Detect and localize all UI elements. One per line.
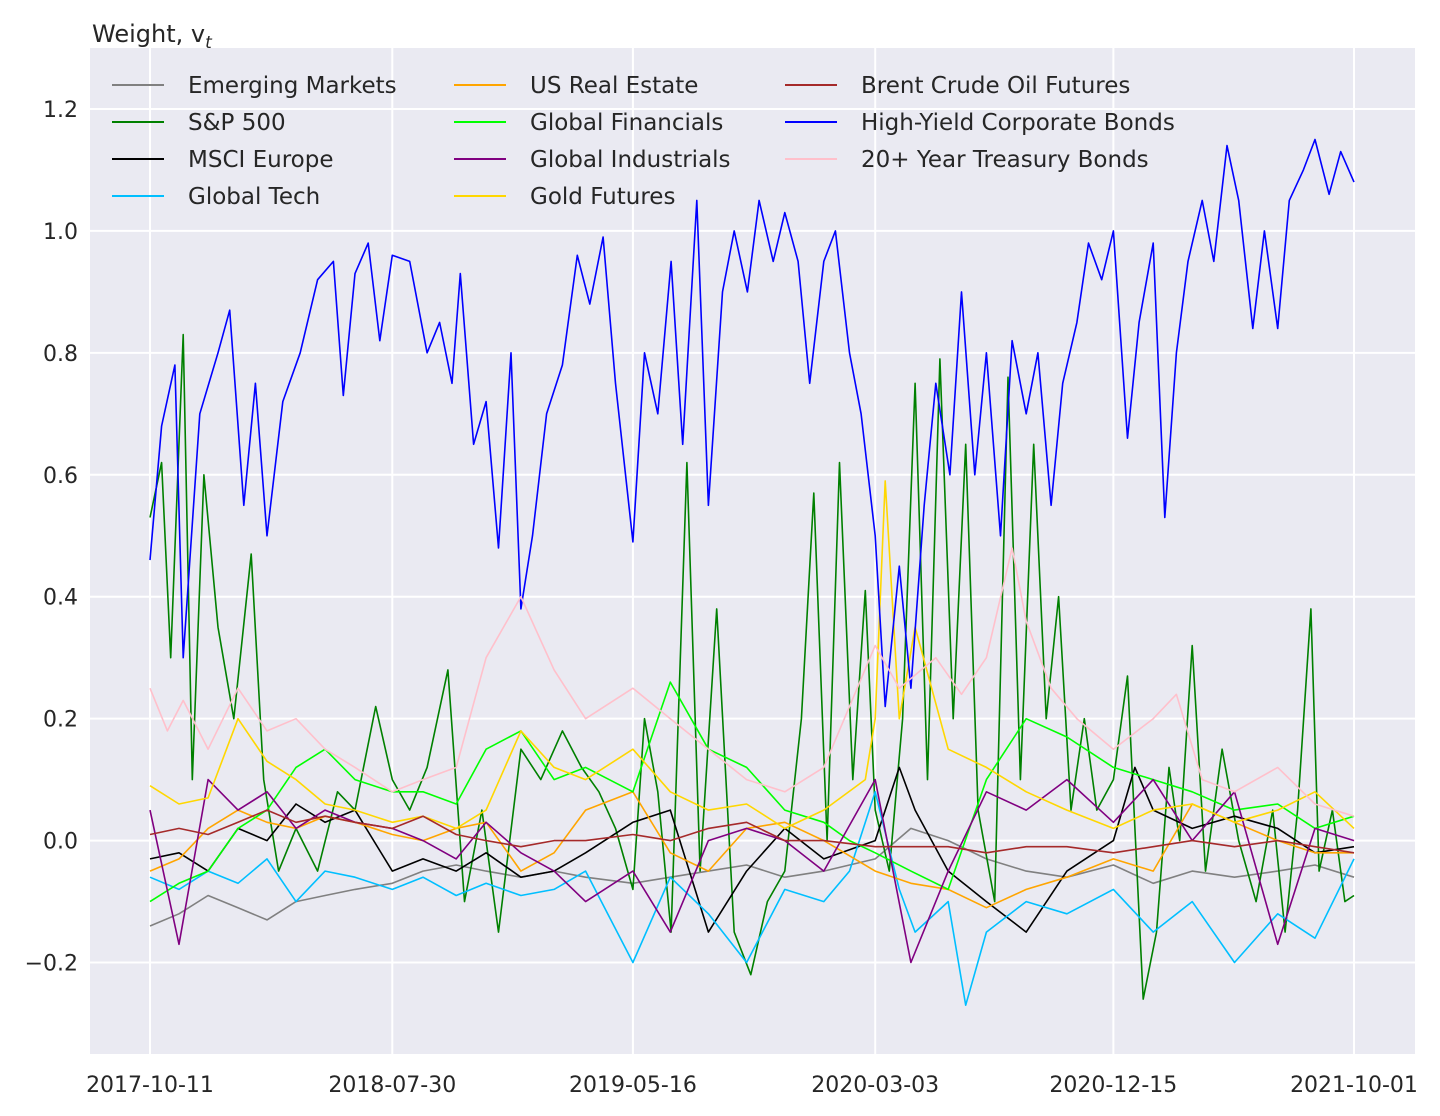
series-line-20-year-treasury-bonds bbox=[149, 547, 1355, 817]
legend-label-emerging-markets: Emerging Markets bbox=[188, 73, 397, 99]
series-line-high-yield-corporate-bonds bbox=[149, 138, 1355, 708]
legend-label-global-industrials: Global Industrials bbox=[530, 147, 731, 173]
series-line-global-tech bbox=[149, 790, 1355, 1007]
series-line-emerging-markets bbox=[149, 827, 1355, 927]
y-axis-label-main: Weight, v bbox=[92, 20, 205, 48]
y-tick-label: 0.4 bbox=[43, 586, 78, 611]
y-tick-label: 1.2 bbox=[43, 98, 78, 123]
legend: Emerging Markets S&P 500 MSCI Europe Global… bbox=[112, 73, 1175, 210]
y-axis-label-subscript: t bbox=[205, 33, 213, 53]
y-axis-label: Weight, vt bbox=[92, 20, 213, 53]
legend-label-s-p-500: S&P 500 bbox=[188, 110, 286, 136]
y-tick-label: 1.0 bbox=[43, 220, 78, 245]
legend-label-brent-crude-oil-futures: Brent Crude Oil Futures bbox=[861, 73, 1130, 99]
series-line-s-p-500 bbox=[149, 333, 1355, 1000]
series-line-gold-futures bbox=[149, 480, 1355, 830]
legend-label-20-year-treasury-bonds: 20+ Year Treasury Bonds bbox=[861, 147, 1149, 173]
x-tick-label: 2020-03-03 bbox=[811, 1073, 939, 1098]
legend-label-global-tech: Global Tech bbox=[188, 184, 320, 210]
x-tick-label: 2017-10-11 bbox=[86, 1073, 214, 1098]
y-tick-label: −0.2 bbox=[25, 952, 78, 977]
x-tick-label: 2018-07-30 bbox=[328, 1073, 456, 1098]
x-axis: 2017-10-11 2018-07-30 2019-05-16 2020-03-03… bbox=[86, 1073, 1418, 1098]
series-line-brent-crude-oil-futures bbox=[149, 809, 1355, 854]
y-tick-label: 0.0 bbox=[43, 830, 78, 855]
series-layer bbox=[149, 138, 1355, 1007]
legend-label-global-financials: Global Financials bbox=[530, 110, 723, 136]
legend-label-gold-futures: Gold Futures bbox=[530, 184, 675, 210]
x-tick-label: 2021-10-01 bbox=[1290, 1073, 1418, 1098]
legend-label-msci-europe: MSCI Europe bbox=[188, 147, 333, 173]
x-tick-label: 2020-12-15 bbox=[1049, 1073, 1177, 1098]
y-tick-label: 0.8 bbox=[43, 342, 78, 367]
x-tick-label: 2019-05-16 bbox=[569, 1073, 697, 1098]
y-tick-label: 0.2 bbox=[43, 708, 78, 733]
legend-label-high-yield-corporate-bonds: High-Yield Corporate Bonds bbox=[861, 110, 1175, 136]
legend-label-us-real-estate: US Real Estate bbox=[530, 73, 698, 99]
y-tick-label: 0.6 bbox=[43, 464, 78, 489]
y-axis: −0.2 0.0 0.2 0.4 0.6 0.8 1.0 1.2 bbox=[25, 98, 78, 977]
series-line-us-real-estate bbox=[149, 790, 1354, 909]
